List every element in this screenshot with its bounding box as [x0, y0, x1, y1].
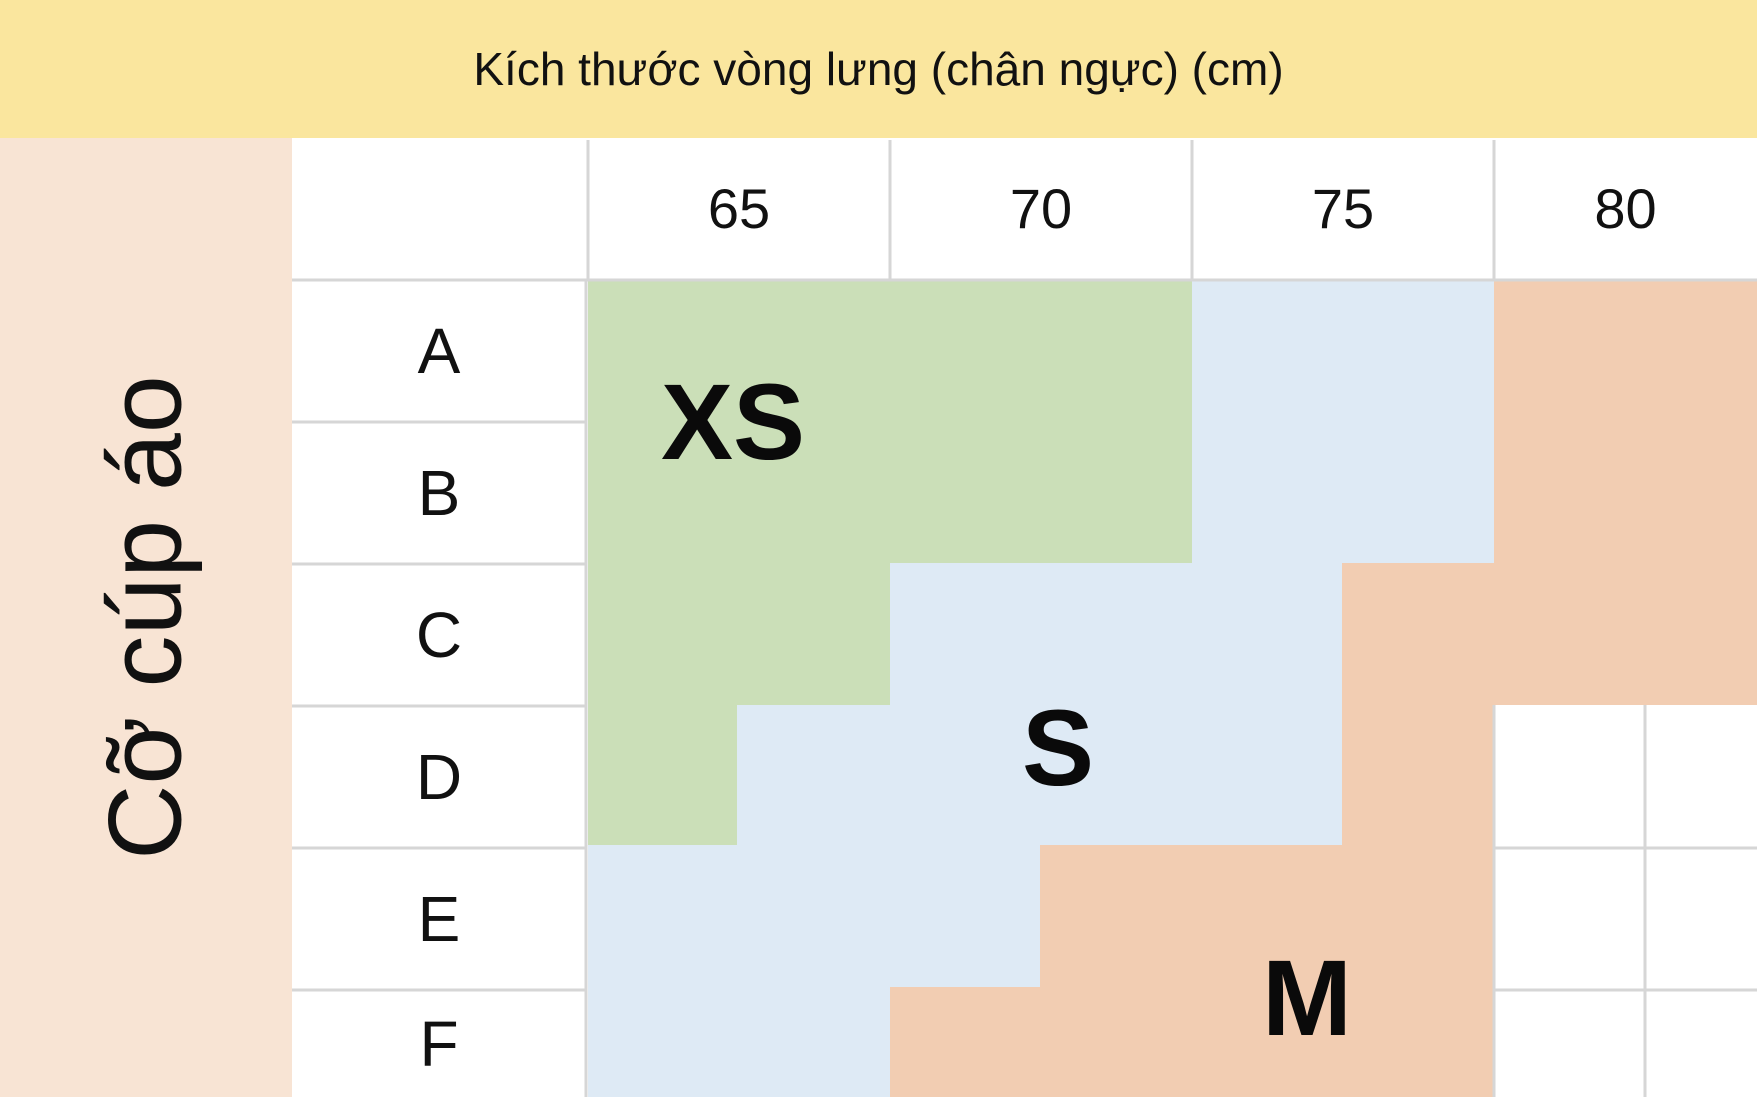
zone-m-cell — [1040, 845, 1494, 987]
zone-m-cell — [1342, 705, 1494, 845]
band-size-header: Kích thước vòng lưng (chân ngực) (cm) — [0, 0, 1757, 138]
cup-size-header: Cỡ cúp áo — [0, 138, 292, 1097]
zone-xs-cell — [588, 705, 737, 845]
column-header-65: 65 — [707, 176, 771, 240]
zone-xs-cell — [588, 280, 1192, 563]
band-size-header-label: Kích thước vòng lưng (chân ngực) (cm) — [473, 43, 1284, 95]
row-header-b: B — [417, 457, 461, 529]
zone-s-cell — [588, 987, 890, 1097]
column-header-70: 70 — [1009, 176, 1073, 240]
zone-s-cell — [588, 845, 1040, 987]
column-header-80: 80 — [1594, 176, 1657, 240]
row-header-e: E — [417, 883, 461, 955]
row-header-c: C — [415, 599, 463, 671]
row-header-a: A — [417, 315, 461, 387]
zone-s-cell — [737, 705, 1342, 845]
size-label-xs: XS — [660, 361, 806, 482]
zone-xs-cell — [588, 563, 890, 705]
zone-m-cell — [1342, 563, 1757, 705]
row-header-f: F — [419, 1007, 459, 1080]
zone-s-cell — [1192, 280, 1494, 563]
size-label-s: S — [1021, 687, 1095, 808]
size-label-m: M — [1262, 937, 1352, 1058]
row-header-d: D — [415, 741, 463, 813]
zone-m-cell — [890, 987, 1494, 1097]
column-header-75: 75 — [1311, 176, 1375, 240]
zone-m-cell — [1494, 280, 1757, 563]
zone-s-cell — [890, 563, 1342, 705]
